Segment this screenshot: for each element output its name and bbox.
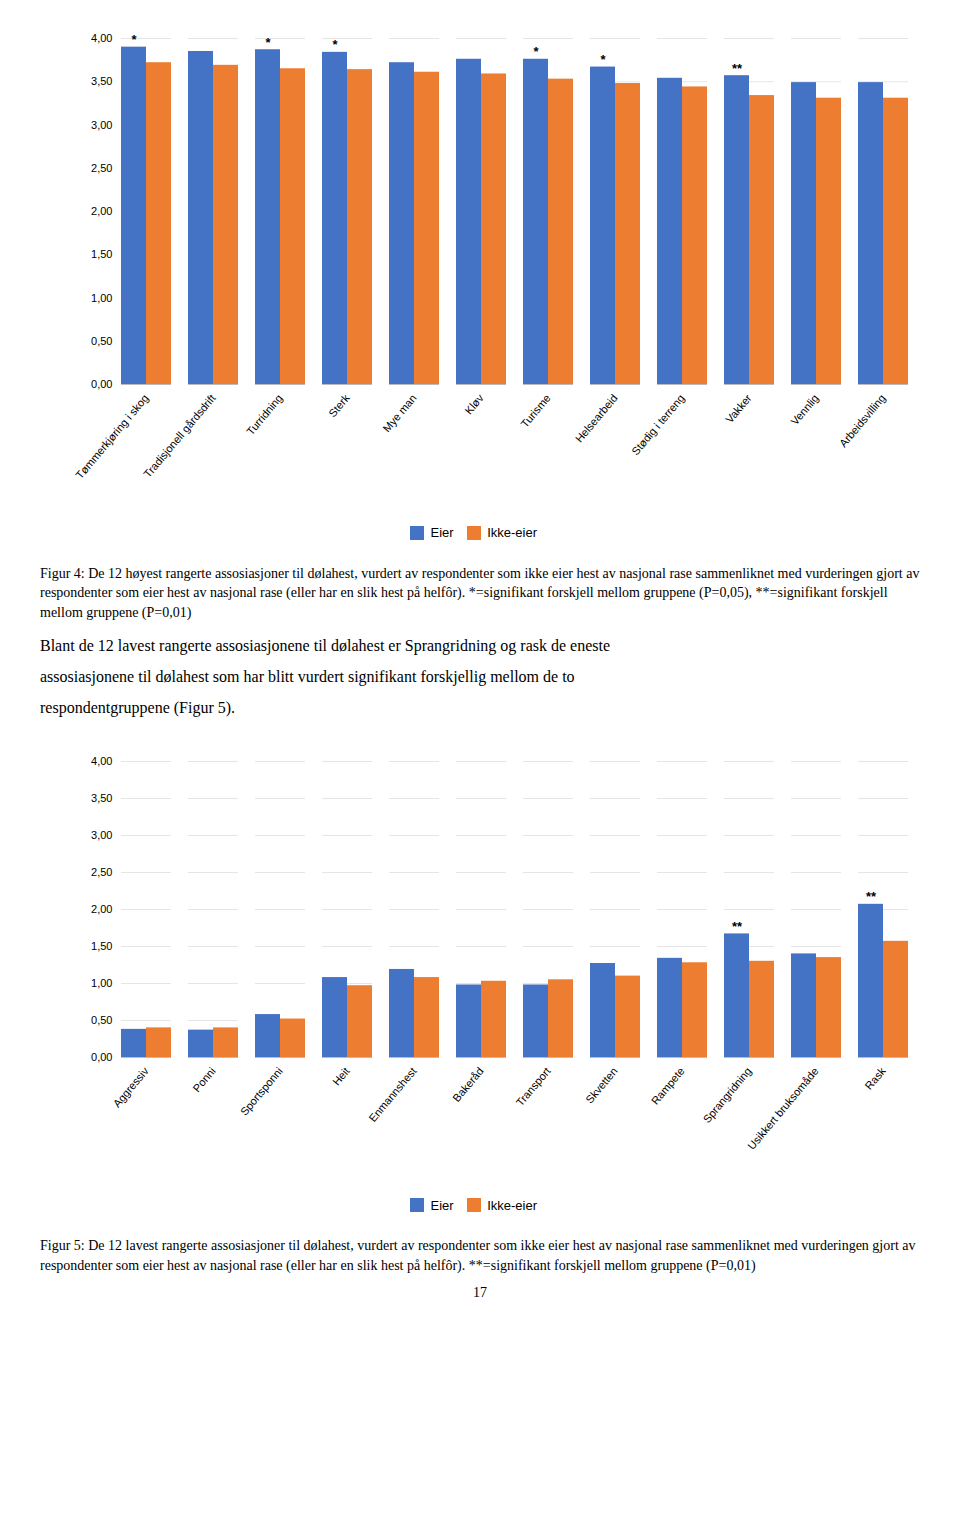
svg-text:**: ** (866, 889, 877, 904)
html-text:respondentgruppene (Figur 5).: respondentgruppene (Figur 5). (40, 698, 236, 716)
html-text:Ikke-eier: Ikke-eier (487, 1197, 537, 1213)
html-text:assosiasjonene til dølahest so: assosiasjonene til dølahest som har blit… (40, 668, 575, 686)
svg-text:Stødig i terreng: Stødig i terreng (629, 392, 687, 457)
svg-text:**: ** (732, 61, 743, 76)
html-text:Figur 5: De 12 lavest rangerte: Figur 5: De 12 lavest rangerte assosiasj… (40, 1238, 916, 1273)
svg-text:Mye man: Mye man (380, 392, 418, 434)
svg-text:Rask: Rask (862, 1064, 888, 1091)
svg-text:Ponni: Ponni (190, 1065, 217, 1094)
svg-text:*: * (533, 44, 539, 59)
svg-text:Sterk: Sterk (326, 392, 352, 420)
svg-text:Turisme: Turisme (518, 392, 552, 430)
svg-text:Tradisjonell gårdsdrift: Tradisjonell gårdsdrift (141, 392, 218, 480)
svg-text:3,00: 3,00 (91, 119, 112, 131)
svg-text:Enmannshest: Enmannshest (366, 1065, 418, 1124)
svg-text:1,50: 1,50 (91, 940, 112, 952)
svg-text:Aggressiv: Aggressiv (110, 1064, 151, 1109)
svg-text:Bakeråd: Bakeråd (450, 1065, 486, 1104)
svg-text:0,50: 0,50 (91, 335, 112, 347)
html-text:Figur 4: De 12 høyest rangerte: Figur 4: De 12 høyest rangerte assosiasj… (40, 565, 920, 620)
svg-text:*: * (600, 52, 606, 67)
html-text:Blant de 12 lavest rangerte as: Blant de 12 lavest rangerte assosiasjone… (40, 637, 611, 655)
svg-text:1,50: 1,50 (91, 248, 112, 260)
svg-text:Arbeidsvilling: Arbeidsvilling (837, 392, 888, 449)
svg-text:3,00: 3,00 (91, 829, 112, 841)
svg-text:Sprangridning: Sprangridning (701, 1065, 754, 1125)
svg-text:2,00: 2,00 (91, 903, 112, 915)
svg-text:Vakker: Vakker (723, 392, 754, 426)
svg-text:0,50: 0,50 (91, 1014, 112, 1026)
html-text:Eier: Eier (430, 525, 454, 540)
svg-text:*: * (265, 35, 271, 50)
svg-text:Sportsponni: Sportsponni (238, 1065, 285, 1118)
svg-text:Tømmerkjøring i skog: Tømmerkjøring i skog (73, 392, 151, 481)
svg-text:Skvetten: Skvetten (583, 1065, 620, 1106)
svg-text:3,50: 3,50 (91, 792, 112, 804)
svg-text:Rampete: Rampete (649, 1065, 687, 1107)
html-text:17: 17 (473, 1285, 487, 1301)
svg-text:Vennlig: Vennlig (788, 392, 820, 427)
svg-text:*: * (131, 32, 137, 47)
html-text:Eier: Eier (430, 1197, 454, 1213)
svg-text:*: * (332, 37, 338, 52)
svg-text:4,00: 4,00 (91, 32, 112, 44)
svg-text:Heit: Heit (330, 1065, 352, 1088)
svg-text:3,50: 3,50 (91, 75, 112, 87)
svg-text:2,50: 2,50 (91, 866, 112, 878)
svg-text:Usikkert bruksomåde: Usikkert bruksomåde (745, 1065, 821, 1152)
svg-text:Helsearbeid: Helsearbeid (573, 392, 620, 445)
svg-text:2,00: 2,00 (91, 205, 112, 217)
svg-text:0,00: 0,00 (91, 1051, 112, 1063)
svg-text:Turridning: Turridning (244, 392, 285, 437)
svg-text:**: ** (732, 919, 743, 934)
svg-text:Kløv: Kløv (462, 392, 486, 417)
svg-text:1,00: 1,00 (91, 292, 112, 304)
svg-text:2,50: 2,50 (91, 162, 112, 174)
svg-text:4,00: 4,00 (91, 755, 112, 767)
svg-text:Transport: Transport (514, 1065, 553, 1108)
html-text:Ikke-eier: Ikke-eier (487, 525, 537, 540)
svg-text:0,00: 0,00 (91, 378, 112, 390)
svg-text:1,00: 1,00 (91, 977, 112, 989)
